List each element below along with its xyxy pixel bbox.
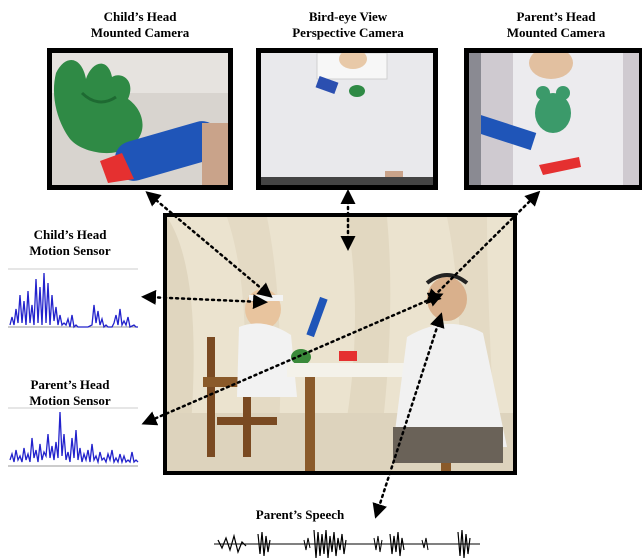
child-camera-label: Child’s Head Mounted Camera [90, 9, 190, 40]
arrow-parent-sensor [141, 292, 444, 426]
bird-camera-view [256, 48, 438, 190]
parent-camera-view [464, 48, 642, 190]
arrow-speech [372, 312, 445, 519]
child-motion-signal [8, 268, 138, 329]
speech-label: Parent’s Speech [255, 507, 345, 522]
parent-sensor-label: Parent’s Head Motion Sensor [29, 377, 111, 408]
bird-camera-label: Bird-eye View Perspective Camera [292, 9, 404, 40]
child-sensor-label: Child’s Head Motion Sensor [29, 227, 111, 258]
arrow-child-camera [145, 191, 273, 298]
parent-motion-signal [8, 407, 139, 467]
arrow-parent-camera [425, 190, 541, 305]
arrow-child-sensor [141, 289, 268, 310]
child-camera-scene [52, 53, 228, 185]
parent-signal-trace [9, 411, 139, 465]
child-signal-trace [9, 272, 138, 329]
child-camera-view [47, 48, 233, 190]
parent-camera-label: Parent’s Head Mounted Camera [506, 9, 606, 40]
parent-camera-scene [469, 53, 639, 185]
speech-waveform [214, 529, 480, 559]
bird-camera-scene [261, 53, 433, 185]
